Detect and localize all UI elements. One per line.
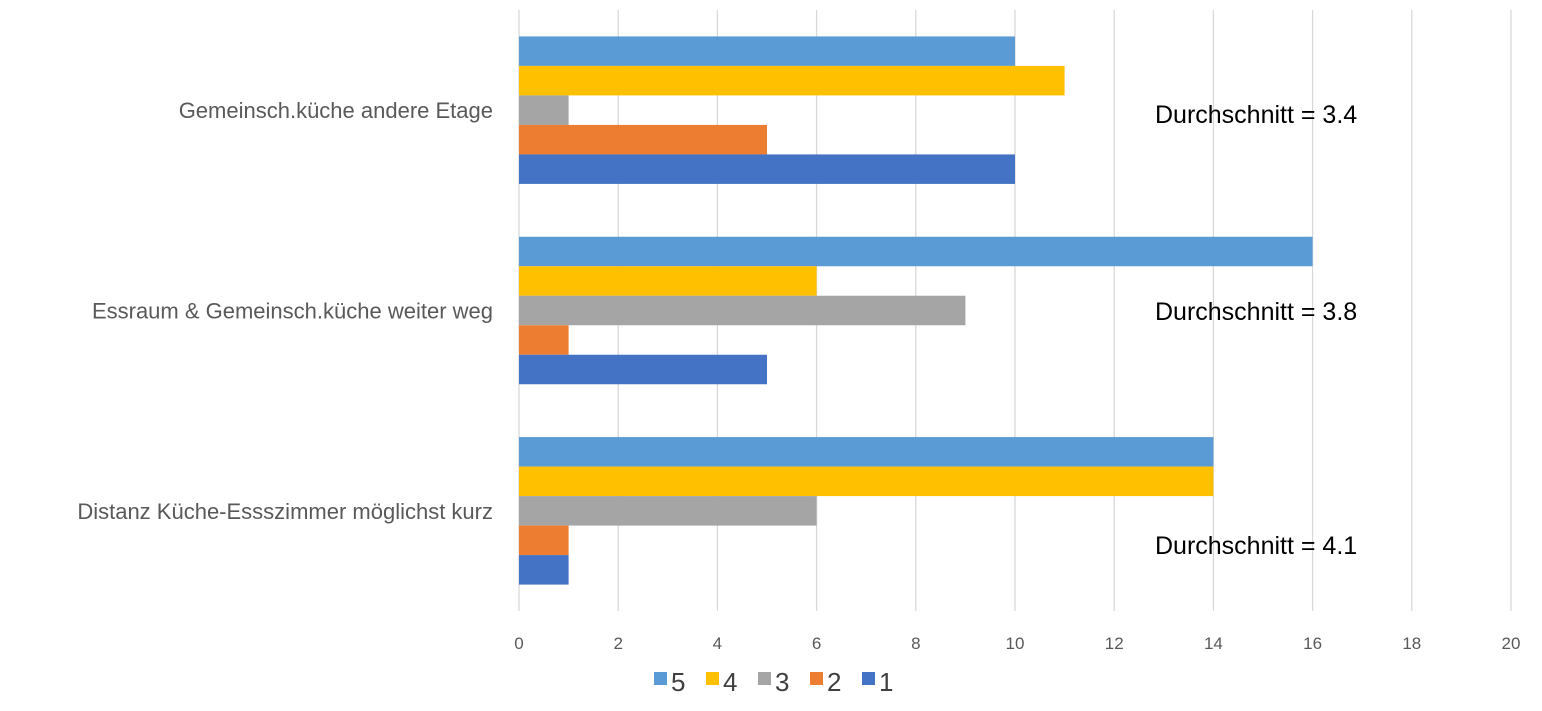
average-annotation: Durchschnitt = 3.8 <box>1155 298 1357 326</box>
x-tick-label: 10 <box>1006 634 1025 653</box>
x-tick-label: 18 <box>1402 634 1421 653</box>
bar-1-cat-1 <box>519 354 767 385</box>
bar-5-cat-2 <box>519 437 1214 467</box>
x-tick-label: 4 <box>713 634 722 653</box>
bar-2-cat-2 <box>519 525 569 556</box>
legend-swatch-3 <box>758 672 771 685</box>
category-labels: Gemeinsch.küche andere Etage Essraum & Ge… <box>77 98 493 524</box>
x-tick-label: 16 <box>1303 634 1322 653</box>
bar-5-cat-0 <box>519 36 1015 66</box>
x-tick-label: 20 <box>1502 634 1521 653</box>
legend-label-2: 2 <box>827 667 841 697</box>
bar-4-cat-2 <box>519 466 1214 497</box>
x-tick-label: 14 <box>1204 634 1223 653</box>
legend: 5 4 3 2 1 <box>654 667 893 697</box>
category-label: Gemeinsch.küche andere Etage <box>179 98 493 123</box>
bar-2-cat-0 <box>519 124 767 155</box>
x-tick-label: 0 <box>514 634 523 653</box>
annotations: Durchschnitt = 3.4 Durchschnitt = 3.8 Durc… <box>1155 101 1357 560</box>
category-label: Distanz Küche-Essszimmer möglichst kurz <box>77 499 493 524</box>
x-tick-label: 8 <box>911 634 920 653</box>
legend-label-1: 1 <box>879 667 893 697</box>
bar-2-cat-1 <box>519 325 569 355</box>
bar-3-cat-2 <box>519 496 817 526</box>
legend-swatch-1 <box>862 672 875 685</box>
x-tick-label: 6 <box>812 634 821 653</box>
bar-1-cat-0 <box>519 154 1015 184</box>
x-axis-ticks: 0 2 4 6 8 10 12 14 16 18 20 <box>514 634 1520 653</box>
average-annotation: Durchschnitt = 4.1 <box>1155 532 1357 560</box>
bar-3-cat-1 <box>519 295 966 326</box>
legend-label-5: 5 <box>671 667 685 697</box>
x-tick-label: 12 <box>1105 634 1124 653</box>
legend-label-3: 3 <box>775 667 789 697</box>
legend-label-4: 4 <box>723 667 737 697</box>
legend-swatch-4 <box>706 672 719 685</box>
legend-swatch-2 <box>810 672 823 685</box>
bar-3-cat-0 <box>519 95 569 125</box>
x-tick-label: 2 <box>613 634 622 653</box>
bar-4-cat-0 <box>519 65 1065 96</box>
legend-swatch-5 <box>654 672 667 685</box>
bar-1-cat-2 <box>519 555 569 585</box>
bars <box>519 36 1313 585</box>
average-annotation: Durchschnitt = 3.4 <box>1155 101 1357 129</box>
bar-5-cat-1 <box>519 236 1313 267</box>
bar-4-cat-1 <box>519 266 817 296</box>
category-label: Essraum & Gemeinsch.küche weiter weg <box>92 299 493 324</box>
